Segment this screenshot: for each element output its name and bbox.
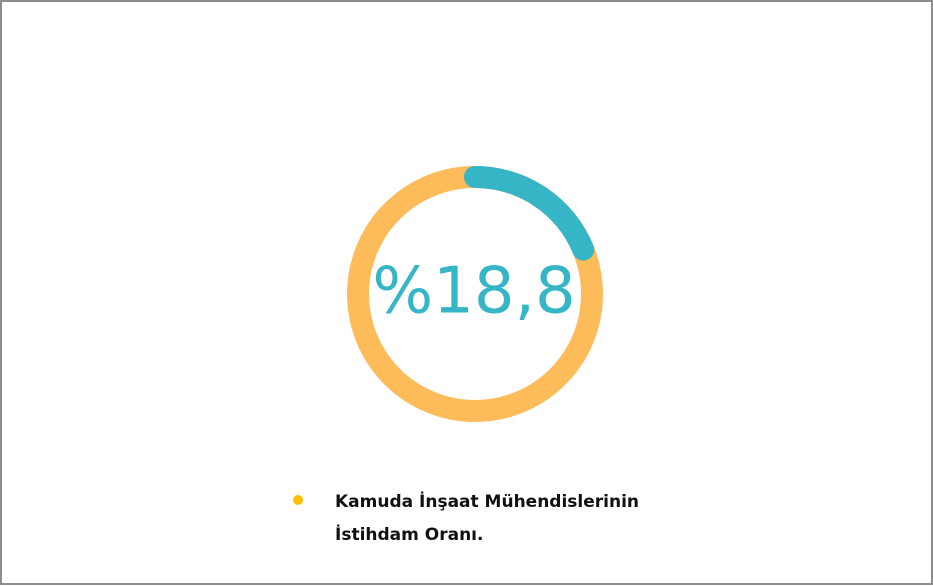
- legend-text: Kamuda İnşaat Mühendislerinin İstihdam O…: [335, 492, 640, 545]
- donut-arc: [464, 166, 595, 261]
- legend-bullet: [293, 495, 303, 505]
- center-label: %18,8: [372, 255, 575, 329]
